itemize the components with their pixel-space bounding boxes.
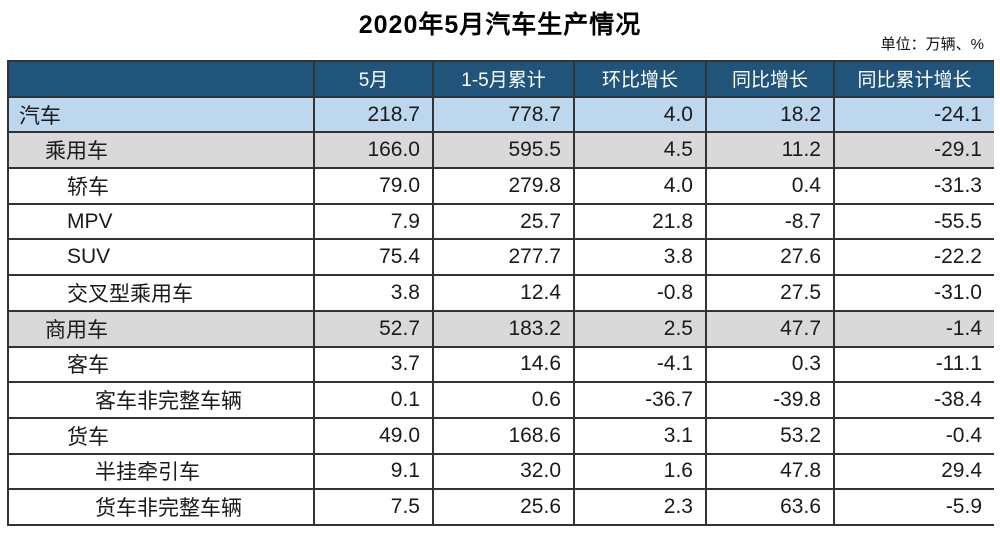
cell-value: 595.5 bbox=[432, 131, 574, 170]
table-row: 商用车 52.7 183.2 2.5 47.7 -1.4 bbox=[7, 309, 994, 348]
cell-value: -36.7 bbox=[573, 381, 706, 419]
unit-note: 单位：万辆、% bbox=[880, 36, 984, 53]
column-header-may: 5月 bbox=[313, 60, 433, 98]
cell-value: 2.3 bbox=[573, 488, 706, 526]
row-label: 商用车 bbox=[7, 309, 314, 348]
cell-value: -8.7 bbox=[705, 202, 834, 241]
cell-value: 29.4 bbox=[833, 452, 994, 491]
cell-value: 2.5 bbox=[573, 309, 706, 348]
row-label: 轿车 bbox=[7, 167, 314, 205]
row-label: 乘用车 bbox=[7, 131, 314, 170]
column-header-yoy-growth: 同比增长 bbox=[705, 60, 834, 98]
cell-value: 7.9 bbox=[313, 202, 433, 241]
table-row: MPV 7.9 25.7 21.8 -8.7 -55.5 bbox=[7, 202, 994, 241]
cell-value: -38.4 bbox=[833, 381, 994, 419]
cell-value: 0.6 bbox=[432, 381, 574, 419]
cell-value: -11.1 bbox=[833, 345, 994, 384]
cell-value: 12.4 bbox=[432, 274, 574, 312]
cell-value: -55.5 bbox=[833, 202, 994, 241]
column-header-category bbox=[7, 60, 314, 98]
cell-value: 21.8 bbox=[573, 202, 706, 241]
table-row: SUV 75.4 277.7 3.8 27.6 -22.2 bbox=[7, 238, 994, 277]
cell-value: 1.6 bbox=[573, 452, 706, 491]
cell-value: 3.7 bbox=[313, 345, 433, 384]
cell-value: -22.2 bbox=[833, 238, 994, 277]
page-title: 2020年5月汽车生产情况 bbox=[358, 11, 642, 39]
cell-value: 0.1 bbox=[313, 381, 433, 419]
cell-value: 14.6 bbox=[432, 345, 574, 384]
column-header-yoy-cumulative-growth: 同比累计增长 bbox=[833, 60, 994, 98]
cell-value: 9.1 bbox=[313, 452, 433, 491]
cell-value: 3.8 bbox=[573, 238, 706, 277]
cell-value: 279.8 bbox=[432, 167, 574, 205]
table-row: 货车 49.0 168.6 3.1 53.2 -0.4 bbox=[7, 416, 994, 455]
cell-value: 75.4 bbox=[313, 238, 433, 277]
cell-value: 47.7 bbox=[705, 309, 834, 348]
table-row: 轿车 79.0 279.8 4.0 0.4 -31.3 bbox=[7, 167, 994, 205]
cell-value: 3.8 bbox=[313, 274, 433, 312]
cell-value: 218.7 bbox=[313, 95, 433, 134]
table-row: 半挂牵引车 9.1 32.0 1.6 47.8 29.4 bbox=[7, 452, 994, 491]
cell-value: 168.6 bbox=[432, 416, 574, 455]
cell-value: -1.4 bbox=[833, 309, 994, 348]
table-row: 汽车 218.7 778.7 4.0 18.2 -24.1 bbox=[7, 95, 994, 134]
cell-value: 4.5 bbox=[573, 131, 706, 170]
row-label: MPV bbox=[7, 202, 314, 241]
row-label: 交叉型乘用车 bbox=[7, 274, 314, 312]
table-row: 交叉型乘用车 3.8 12.4 -0.8 27.5 -31.0 bbox=[7, 274, 994, 312]
cell-value: 25.7 bbox=[432, 202, 574, 241]
cell-value: 277.7 bbox=[432, 238, 574, 277]
table-header-row: 5月 1-5月累计 环比增长 同比增长 同比累计增长 bbox=[7, 60, 994, 98]
row-label: SUV bbox=[7, 238, 314, 277]
row-label: 货车非完整车辆 bbox=[7, 488, 314, 526]
cell-value: 52.7 bbox=[313, 309, 433, 348]
cell-value: -39.8 bbox=[705, 381, 834, 419]
cell-value: 0.3 bbox=[705, 345, 834, 384]
cell-value: 11.2 bbox=[705, 131, 834, 170]
cell-value: -31.3 bbox=[833, 167, 994, 205]
row-label: 半挂牵引车 bbox=[7, 452, 314, 491]
cell-value: 3.1 bbox=[573, 416, 706, 455]
cell-value: 79.0 bbox=[313, 167, 433, 205]
cell-value: 27.6 bbox=[705, 238, 834, 277]
cell-value: 4.0 bbox=[573, 95, 706, 134]
row-label: 客车 bbox=[7, 345, 314, 384]
cell-value: -29.1 bbox=[833, 131, 994, 170]
cell-value: -4.1 bbox=[573, 345, 706, 384]
row-label: 货车 bbox=[7, 416, 314, 455]
cell-value: 0.4 bbox=[705, 167, 834, 205]
row-label: 汽车 bbox=[7, 95, 314, 134]
cell-value: -24.1 bbox=[833, 95, 994, 134]
cell-value: 166.0 bbox=[313, 131, 433, 170]
cell-value: -0.4 bbox=[833, 416, 994, 455]
cell-value: 7.5 bbox=[313, 488, 433, 526]
column-header-cumulative: 1-5月累计 bbox=[432, 60, 574, 98]
cell-value: 53.2 bbox=[705, 416, 834, 455]
cell-value: 183.2 bbox=[432, 309, 574, 348]
cell-value: 4.0 bbox=[573, 167, 706, 205]
cell-value: 63.6 bbox=[705, 488, 834, 526]
cell-value: 47.8 bbox=[705, 452, 834, 491]
cell-value: 18.2 bbox=[705, 95, 834, 134]
production-table: 5月 1-5月累计 环比增长 同比增长 同比累计增长 汽车 218.7 778.… bbox=[7, 60, 994, 526]
table-row: 乘用车 166.0 595.5 4.5 11.2 -29.1 bbox=[7, 131, 994, 170]
cell-value: -31.0 bbox=[833, 274, 994, 312]
table-row: 货车非完整车辆 7.5 25.6 2.3 63.6 -5.9 bbox=[7, 488, 994, 526]
row-label: 客车非完整车辆 bbox=[7, 381, 314, 419]
table-row: 客车非完整车辆 0.1 0.6 -36.7 -39.8 -38.4 bbox=[7, 381, 994, 419]
cell-value: 32.0 bbox=[432, 452, 574, 491]
column-header-mom-growth: 环比增长 bbox=[573, 60, 706, 98]
cell-value: 778.7 bbox=[432, 95, 574, 134]
cell-value: 27.5 bbox=[705, 274, 834, 312]
cell-value: 49.0 bbox=[313, 416, 433, 455]
cell-value: -0.8 bbox=[573, 274, 706, 312]
cell-value: 25.6 bbox=[432, 488, 574, 526]
table-row: 客车 3.7 14.6 -4.1 0.3 -11.1 bbox=[7, 345, 994, 384]
cell-value: -5.9 bbox=[833, 488, 994, 526]
